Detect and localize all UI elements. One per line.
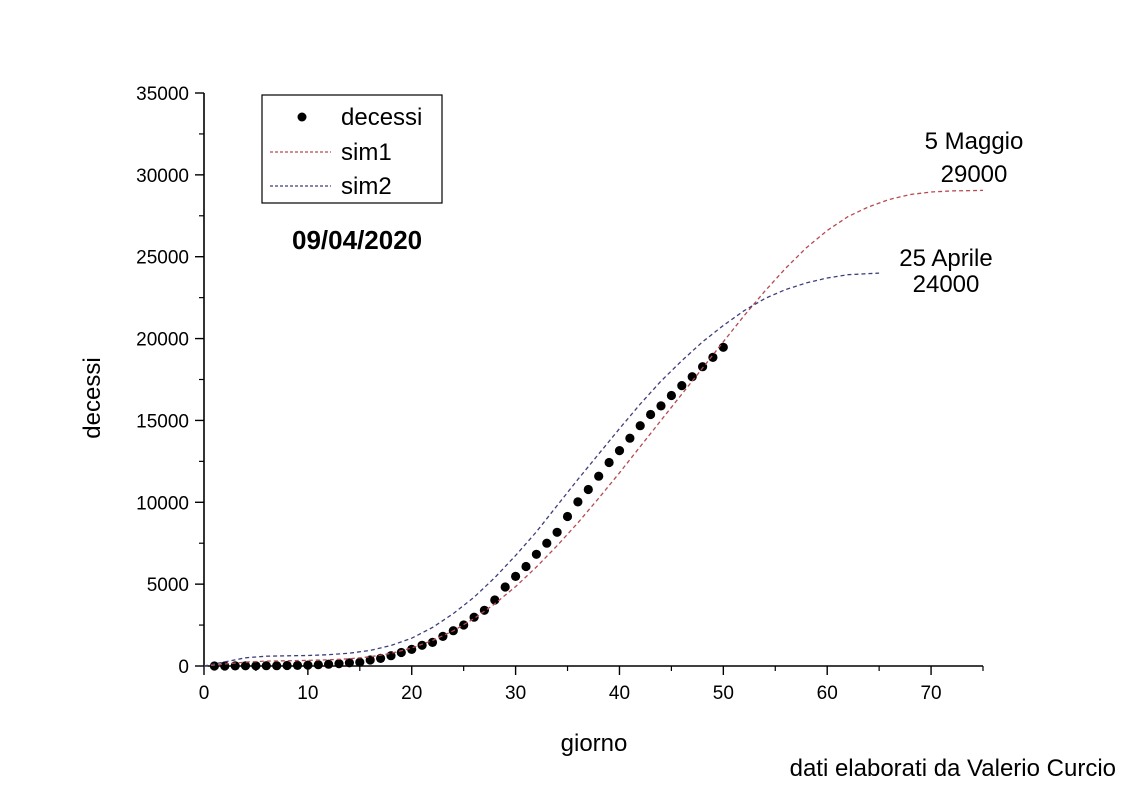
- data-point-decessi: [656, 401, 666, 411]
- data-point-decessi: [625, 433, 635, 443]
- data-point-decessi: [500, 582, 510, 592]
- x-tick-label: 30: [505, 683, 526, 704]
- legend-label-sim2: sim2: [341, 173, 392, 200]
- data-point-decessi: [313, 660, 323, 670]
- y-tick-label: 10000: [136, 493, 189, 514]
- data-point-decessi: [573, 497, 583, 507]
- plot-area: [203, 189, 984, 671]
- legend-label-decessi: decessi: [341, 104, 422, 131]
- data-point-decessi: [698, 362, 708, 372]
- series-line-sim2: [203, 272, 880, 667]
- y-tick-label: 35000: [136, 84, 189, 105]
- data-point-decessi: [521, 561, 531, 572]
- data-point-decessi: [666, 390, 677, 401]
- data-point-decessi: [417, 640, 427, 650]
- axes: 0 5000 10000 15000 20000 25000 30000 35000 0 10 20…: [136, 84, 984, 704]
- y-tick-label: 25000: [136, 248, 189, 269]
- legend-label-sim1: sim1: [341, 139, 392, 166]
- y-tick-label: 30000: [136, 166, 189, 187]
- x-tick-label: 40: [609, 683, 630, 704]
- data-point-decessi: [562, 511, 573, 522]
- data-point-decessi: [459, 620, 469, 630]
- data-point-decessi: [261, 661, 271, 671]
- data-point-decessi: [583, 484, 593, 495]
- data-point-decessi: [677, 381, 687, 391]
- annotation-sim1-value: 29000: [941, 161, 1008, 188]
- data-point-decessi: [594, 471, 604, 481]
- x-tick-label: 70: [920, 683, 941, 704]
- data-point-decessi: [614, 446, 625, 456]
- data-point-decessi: [531, 549, 542, 559]
- annotation-sim2-date: 25 Aprile: [899, 245, 992, 272]
- y-tick-label: 15000: [136, 411, 189, 432]
- data-point-decessi: [376, 653, 386, 664]
- annotation-sim2-value: 24000: [913, 271, 980, 298]
- credit-text: dati elaborati da Valerio Curcio: [790, 755, 1116, 782]
- data-point-decessi: [334, 659, 344, 669]
- data-point-decessi: [355, 657, 365, 667]
- data-point-decessi: [344, 658, 354, 668]
- data-point-decessi: [324, 659, 334, 669]
- data-point-decessi: [438, 631, 448, 642]
- data-point-decessi: [604, 457, 614, 468]
- legend: decessi sim1 sim2: [261, 94, 443, 204]
- x-axis-title: giorno: [561, 730, 628, 757]
- x-tick-label: 10: [297, 683, 318, 704]
- data-point-decessi: [635, 421, 645, 431]
- annotation-sim1-date: 5 Maggio: [925, 128, 1024, 155]
- data-point-decessi: [209, 661, 219, 671]
- data-point-decessi: [490, 595, 500, 605]
- x-tick-label: 50: [713, 683, 734, 704]
- data-point-decessi: [479, 605, 489, 615]
- data-point-decessi: [542, 538, 552, 548]
- data-point-decessi: [646, 409, 656, 420]
- data-point-decessi: [510, 571, 521, 582]
- x-tick-label: 60: [817, 683, 838, 704]
- data-point-decessi: [365, 655, 375, 665]
- x-tick-label: 0: [199, 683, 210, 704]
- y-tick-label: 5000: [147, 575, 189, 596]
- data-point-decessi: [251, 661, 261, 671]
- data-point-decessi: [718, 342, 728, 352]
- y-tick-label: 20000: [136, 330, 189, 351]
- x-tick-label: 20: [401, 683, 422, 704]
- data-point-decessi: [396, 647, 406, 658]
- data-point-decessi: [282, 660, 292, 671]
- series-line-sim1: [203, 189, 984, 667]
- data-point-decessi: [292, 660, 303, 671]
- y-axis-title: decessi: [79, 357, 106, 438]
- legend-marker-decessi: [297, 112, 307, 122]
- legend-box: [261, 94, 443, 204]
- date-stamp: 09/04/2020: [292, 225, 422, 255]
- data-point-decessi: [708, 352, 718, 362]
- data-point-decessi: [240, 661, 251, 671]
- data-point-decessi: [552, 527, 562, 537]
- data-point-decessi: [272, 661, 282, 671]
- data-point-decessi: [687, 372, 697, 382]
- data-point-decessi: [303, 660, 313, 670]
- y-tick-label: 0: [178, 657, 189, 678]
